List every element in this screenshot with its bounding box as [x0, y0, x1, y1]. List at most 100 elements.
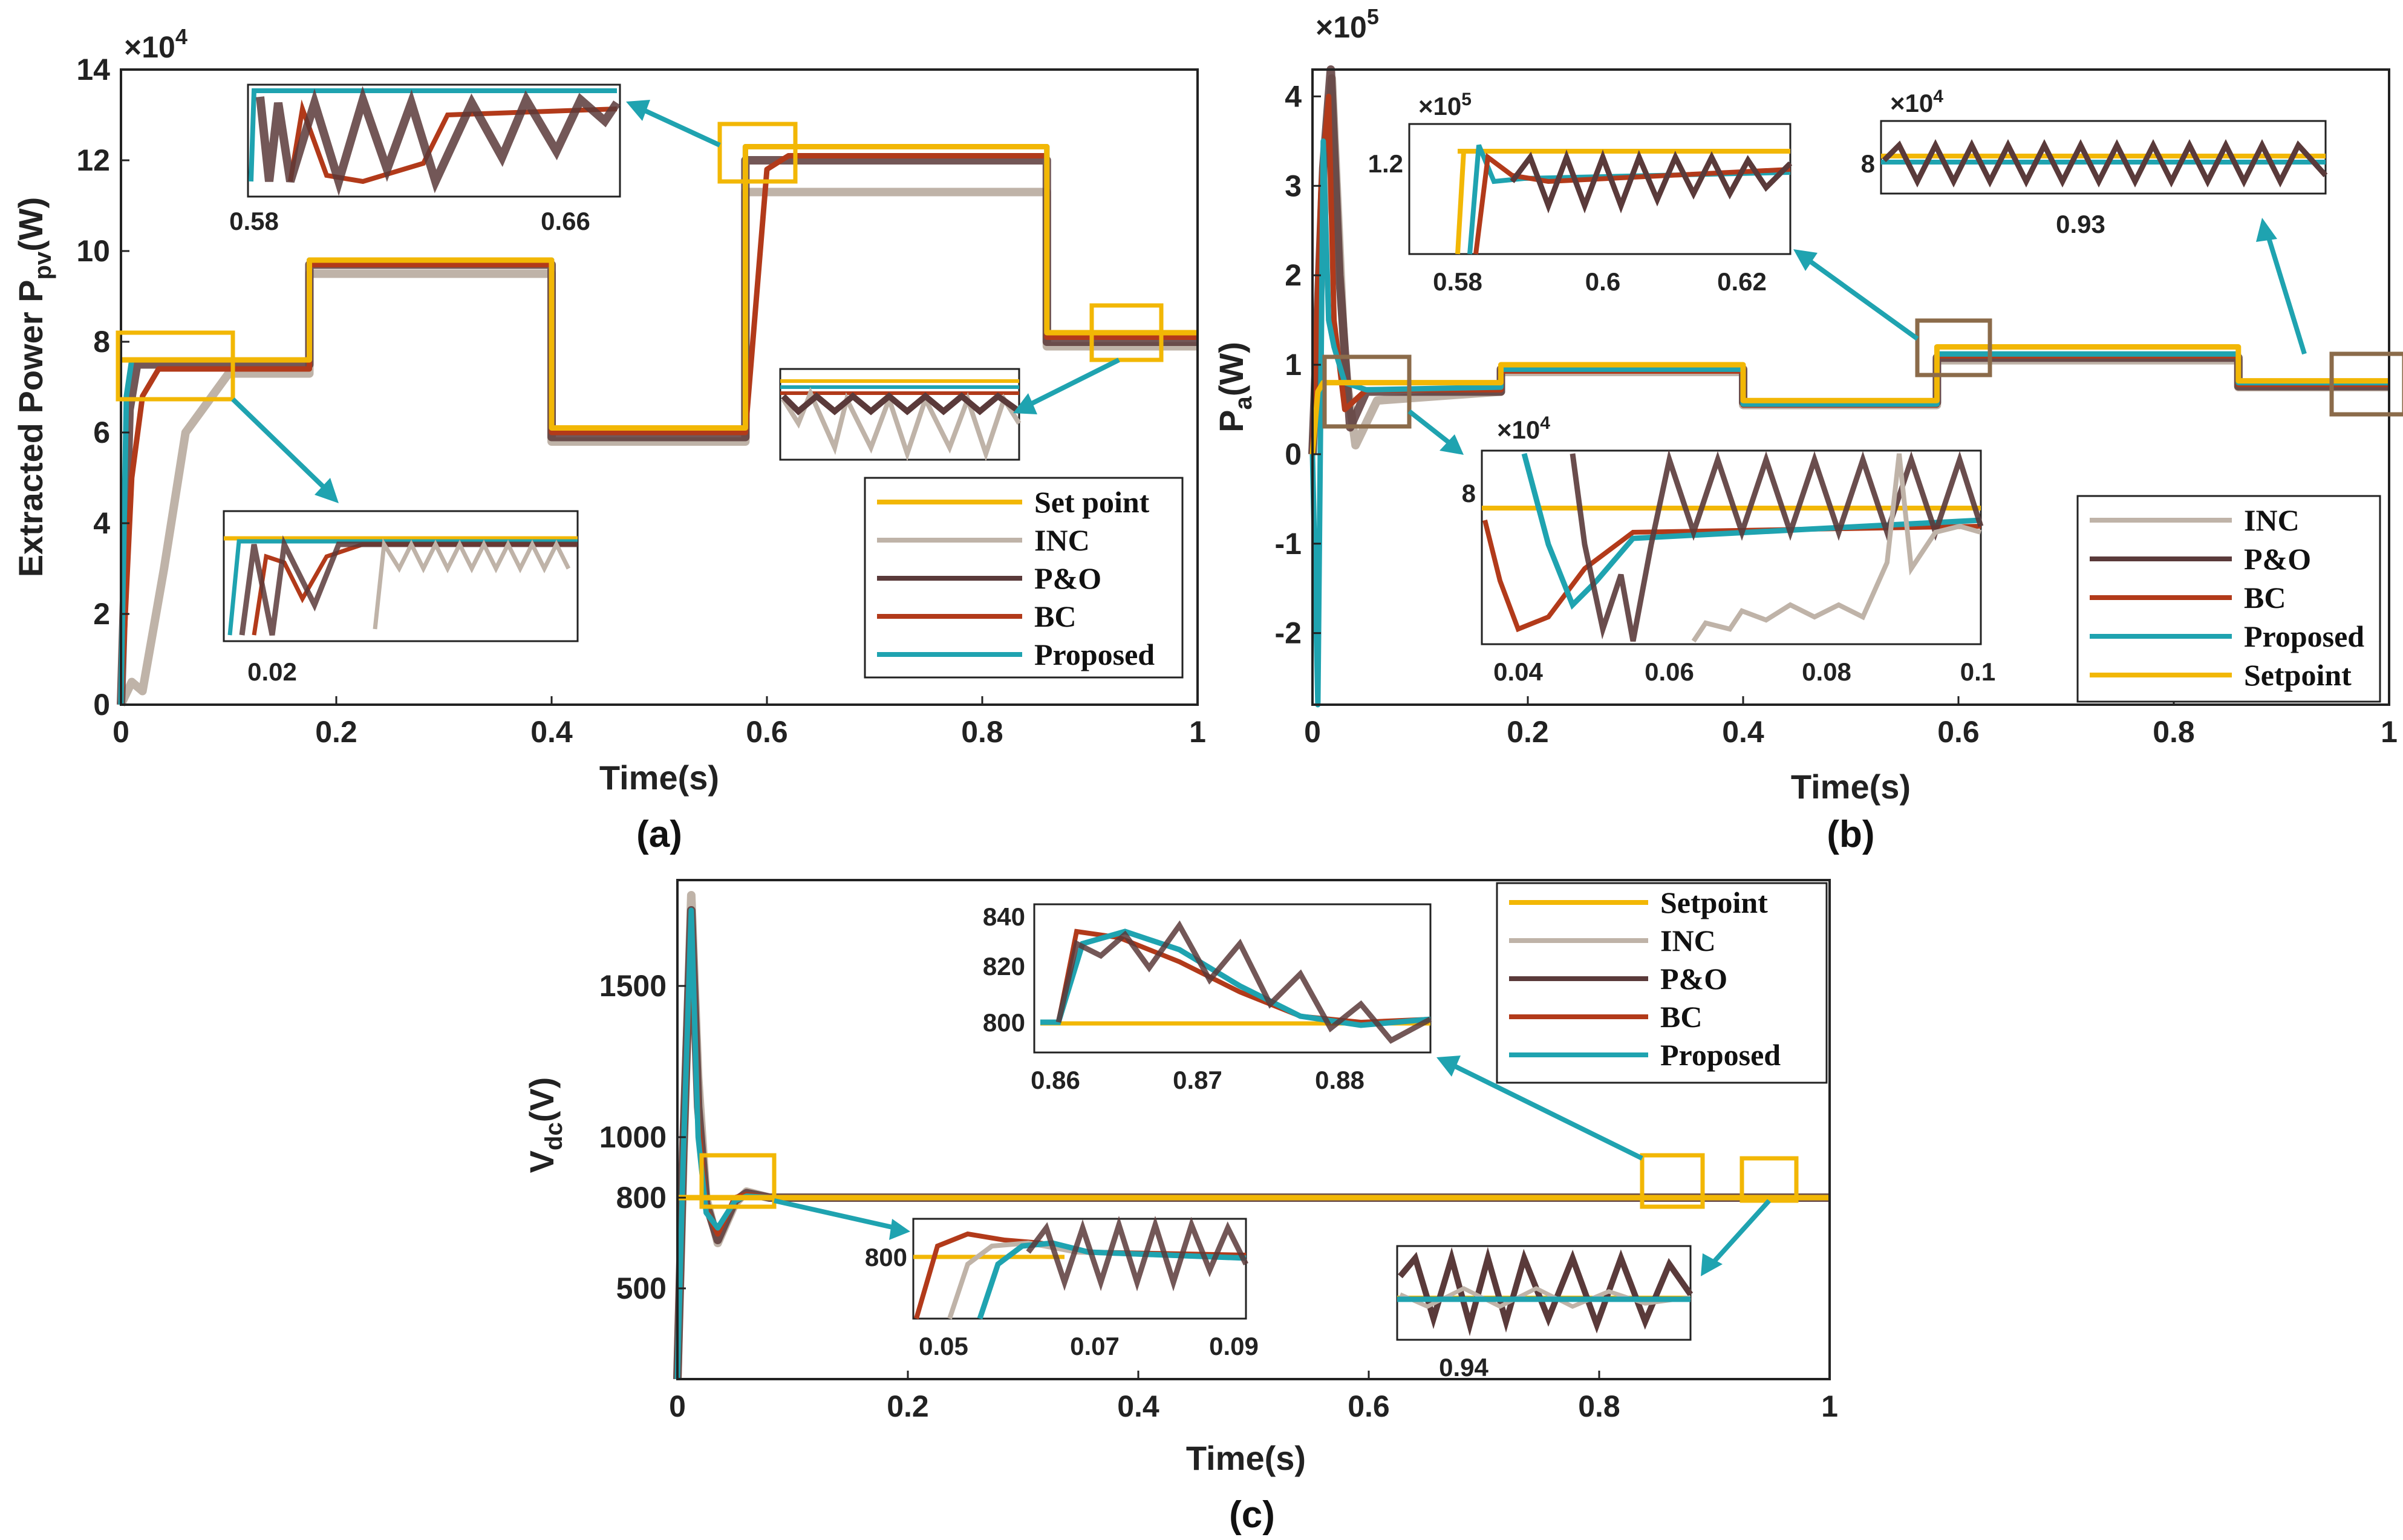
panel-a-ylabel: Extracted Power Ppv(W): [11, 197, 56, 578]
panel-b-legend: INC P&O BC Proposed Setpoint: [2076, 495, 2381, 703]
panel-c-zoom-box-start: [699, 1153, 777, 1209]
panel-b-ytick-label: -1: [1275, 527, 1302, 561]
panel-a-legend-po: P&O: [1034, 561, 1101, 595]
panel-a-legend-setpoint: Set point: [1034, 485, 1150, 519]
panel-c-xtick-label: 0.8: [1578, 1389, 1620, 1423]
panel-c-zoom-box-086: [1640, 1153, 1705, 1209]
panel-b-xtick-label: 0.8: [2153, 715, 2195, 749]
panel-a-yticks: 0 2 4 6 8 10 12 14: [76, 53, 129, 722]
panel-c-legend-proposed: Proposed: [1660, 1038, 1781, 1072]
panel-a-xlabel: Time(s): [599, 759, 719, 797]
panel-a-legend: Set point INC P&O BC Proposed: [864, 477, 1184, 679]
panel-b-chart: 0 0.2 0.4 0.6 0.8 1 -2 -1 0 1 2 3 4 ×105 Time(s) Pa…: [1212, 4, 2403, 855]
panel-a-legend-inc: INC: [1034, 523, 1090, 557]
panel-b-inset-058: ×105 1.2 0.58 0.6 0.62: [1368, 90, 1793, 296]
panel-b-inset-start-tick-3: 0.1: [1960, 657, 1995, 686]
panel-a-label: (a): [636, 814, 682, 855]
panel-a-inset-top: 0.58 0.66: [229, 83, 621, 235]
panel-c-inset-086-tick-2: 0.88: [1315, 1066, 1365, 1094]
panel-b-inset-start-tick-0: 0.04: [1493, 657, 1543, 686]
panel-b-legend-po: P&O: [2244, 542, 2311, 576]
panel-a-xtick-label: 0.2: [315, 715, 357, 749]
panel-a-ytick-label: 6: [93, 416, 110, 449]
panel-a-xticks: 0 0.2 0.4 0.6 0.8 1: [112, 696, 1206, 749]
panel-a-axes-frame: [120, 68, 1199, 706]
panel-a-xtick-label: 0.4: [530, 715, 573, 749]
panel-b-line-setpoint: [1309, 344, 2389, 455]
panel-c-xtick-label: 1: [1821, 1389, 1838, 1423]
panel-a-inset-top-tick-0: 0.58: [229, 207, 279, 235]
panel-b-inset-093-scale: ×104: [1890, 86, 1943, 117]
panel-a-inset-top-tick-1: 0.66: [541, 207, 590, 235]
panel-a-inset-start: 0.02: [223, 510, 579, 686]
panel-c-inset-start: 800 0.05 0.07 0.09: [865, 1216, 1259, 1360]
panel-c-inset-086-ytick-800: 800: [983, 1008, 1025, 1037]
panel-b-axes-frame: [1311, 68, 2390, 706]
panel-c-yticks: 500 800 1000 1500: [599, 969, 686, 1305]
panel-a-ytick-label: 12: [76, 143, 110, 177]
panel-c-ytick-label: 800: [616, 1181, 667, 1215]
panel-b-arrows: [1407, 218, 2307, 455]
panel-c-ytick-label: 500: [616, 1271, 667, 1305]
panel-a-inset-end: [779, 368, 1022, 462]
panel-c-legend-setpoint: Setpoint: [1660, 886, 1768, 919]
panel-a-ytick-label: 10: [76, 234, 110, 268]
panel-c-xticks: 0 0.2 0.4 0.6 0.8 1: [669, 1371, 1838, 1423]
panel-b-legend-proposed: Proposed: [2244, 619, 2364, 653]
panel-b-inset-058-scale: ×105: [1418, 90, 1472, 120]
panel-b-legend-bc: BC: [2244, 581, 2286, 615]
panel-a-zoom-box-end: [1089, 303, 1164, 362]
panel-a-arrows: [231, 100, 1120, 503]
panel-c-arrows: [774, 1055, 1771, 1276]
panel-b-ytick-label: 2: [1285, 258, 1302, 292]
panel-b-inset-093: ×104 8 0.93: [1861, 86, 2328, 238]
panel-a-ytick-label: 2: [93, 597, 110, 631]
panel-a-ytick-label: 0: [93, 688, 110, 722]
panel-a-ytick-label: 4: [93, 506, 110, 540]
panel-b-inset-058-tick-0: 0.58: [1433, 267, 1482, 296]
panel-a-xtick-label: 0: [112, 715, 129, 749]
panel-a-line-setpoint: [121, 144, 1198, 431]
panel-b-xtick-label: 1: [2381, 715, 2398, 749]
panel-c-inset-094: 0.94: [1396, 1245, 1694, 1382]
panel-b-ytick-label: 1: [1285, 348, 1302, 382]
panel-a-zoom-box-start: [116, 330, 235, 402]
panel-a-zoom-box-058: [717, 122, 798, 184]
panel-c-inset-086-ytick-820: 820: [983, 952, 1025, 980]
panel-c-inset-start-tick-0: 0.05: [919, 1332, 968, 1360]
panel-c-legend-inc: INC: [1660, 924, 1716, 958]
panel-b-inset-058-tick-1: 0.6: [1585, 267, 1620, 296]
panel-b-inset-058-ytick: 1.2: [1368, 149, 1403, 178]
panel-a-xtick-label: 0.6: [746, 715, 788, 749]
panel-a-scale-factor: ×104: [124, 24, 187, 64]
panel-c-xtick-label: 0: [669, 1389, 686, 1423]
panel-c-axes-frame: [676, 879, 1831, 1380]
panel-a-ytick-label: 8: [93, 325, 110, 359]
panel-b-xtick-label: 0.6: [1937, 715, 1980, 749]
panel-c-ytick-label: 1000: [599, 1120, 667, 1154]
panel-b-inset-start: ×104 8 0.04 0.06 0.08 0.1: [1462, 413, 1996, 686]
panel-c-xtick-label: 0.4: [1117, 1389, 1159, 1423]
panel-a-legend-bc: BC: [1034, 599, 1076, 633]
panel-c-legend: Setpoint INC P&O BC Proposed: [1496, 882, 1828, 1084]
panel-b-xlabel: Time(s): [1791, 768, 1911, 806]
panel-c-inset-094-tick-0: 0.94: [1439, 1353, 1488, 1382]
panel-b-legend-setpoint: Setpoint: [2244, 658, 2352, 692]
panel-b-inset-start-tick-2: 0.08: [1802, 657, 1851, 686]
panel-b-scale-factor: ×105: [1316, 4, 1379, 44]
panel-c-inset-086-tick-1: 0.87: [1173, 1066, 1222, 1094]
panel-b-inset-start-ytick: 8: [1462, 479, 1476, 507]
panel-c-inset-086: 840 820 800 0.86 0.87 0.88: [983, 902, 1432, 1094]
panel-c-chart: 0 0.2 0.4 0.6 0.8 1 500 800 1000 1500 Time(s) Vd…: [523, 879, 1838, 1536]
panel-a-series: [117, 144, 1198, 707]
panel-a-legend-proposed: Proposed: [1034, 638, 1155, 671]
panel-b-ytick-label: 3: [1285, 169, 1302, 203]
panel-b-ylabel: Pa(W): [1212, 342, 1257, 432]
panel-b-inset-093-ytick: 8: [1861, 149, 1875, 178]
panel-b-label: (b): [1827, 814, 1874, 855]
panel-b-ytick-label: 0: [1285, 437, 1302, 471]
panel-c-legend-po: P&O: [1660, 962, 1727, 996]
panel-c-label: (c): [1229, 1494, 1275, 1536]
